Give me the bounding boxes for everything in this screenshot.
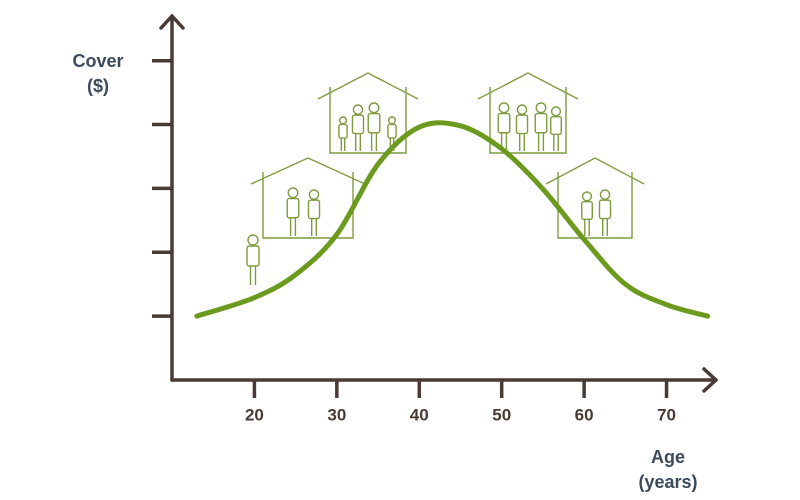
person-body: [286, 197, 300, 219]
house-roof: [477, 72, 579, 100]
person-body: [581, 200, 593, 220]
house-roof: [250, 157, 366, 185]
axes: [159, 14, 718, 393]
person-body: [497, 112, 511, 134]
person-head: [599, 189, 611, 200]
person-body: [367, 112, 381, 134]
person-body: [598, 199, 612, 220]
person-body: [246, 245, 260, 267]
house-roof: [545, 157, 645, 185]
house-roof: [317, 72, 419, 100]
x-tick-label: 70: [657, 405, 676, 424]
x-tick-label: 40: [410, 405, 429, 424]
x-tick-label: 20: [245, 405, 264, 424]
house-walls: [489, 87, 567, 154]
x-tick-label: 30: [327, 405, 346, 424]
person-head: [581, 191, 593, 202]
person-head: [308, 189, 320, 200]
x-label: Age: [651, 447, 685, 467]
person-head: [535, 102, 547, 114]
person-head: [247, 234, 259, 246]
person-head: [368, 102, 380, 114]
x-tick-label: 60: [575, 405, 594, 424]
person-body: [338, 123, 348, 139]
house-walls: [557, 172, 633, 239]
house-walls: [329, 87, 407, 154]
person-head: [516, 104, 528, 115]
person-body: [515, 114, 529, 135]
person-head: [498, 102, 510, 114]
y-arrow: [159, 14, 185, 30]
person-head: [550, 106, 562, 117]
cover-curve: [194, 120, 711, 319]
y-label: Cover: [72, 51, 123, 71]
person-head: [352, 104, 364, 115]
person-head: [287, 187, 299, 199]
person-body: [307, 199, 321, 220]
person-head: [387, 116, 397, 125]
person-body: [351, 114, 365, 135]
life-stage-icons: [246, 72, 645, 285]
person-head: [338, 116, 348, 125]
x-arrow: [702, 367, 718, 393]
person-body: [534, 112, 548, 134]
x-tick-label: 50: [492, 405, 511, 424]
person-body: [387, 123, 397, 139]
person-body: [550, 115, 562, 135]
x-label: (years): [638, 472, 697, 492]
y-label: ($): [87, 76, 109, 96]
